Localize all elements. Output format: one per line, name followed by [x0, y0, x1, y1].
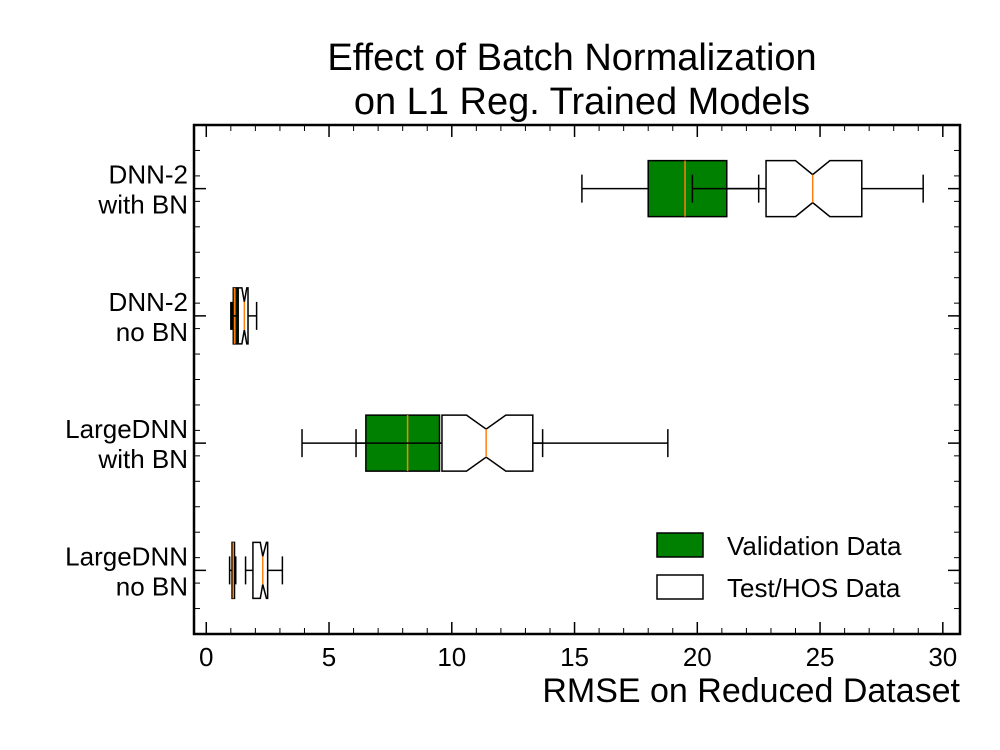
y-category-label-line: with BN: [97, 444, 188, 474]
x-tick-label: 20: [683, 642, 712, 672]
box-1-3: [244, 541, 284, 600]
plot-frame: [192, 123, 962, 636]
legend-label: Test/HOS Data: [727, 573, 901, 603]
y-category-label-line: DNN-2: [109, 160, 188, 190]
chart-title-line-2: on L1 Reg. Trained Models: [354, 81, 810, 123]
y-category-label-line: no BN: [116, 317, 188, 347]
y-category-label: DNN-2 no BN: [109, 287, 188, 347]
legend-swatch: [656, 532, 704, 558]
y-category-label-line: LargeDNN: [65, 541, 188, 571]
y-category-label-line: no BN: [116, 571, 188, 601]
x-tick-label: 30: [928, 642, 957, 672]
notched-box: [252, 541, 269, 600]
box-0-3: [228, 541, 237, 600]
x-tick-label: 10: [437, 642, 466, 672]
y-category-label-line: LargeDNN: [65, 414, 188, 444]
x-tick-label: 5: [322, 642, 336, 672]
notched-box: [237, 287, 249, 345]
box-1-2: [355, 414, 669, 472]
y-category-label: LargeDNN no BN: [65, 541, 188, 601]
chart-title: Effect of Batch Normalization on L1 Reg.…: [327, 37, 816, 123]
y-category-label-line: with BN: [97, 190, 188, 220]
box-1-0: [691, 159, 924, 218]
box-1-1: [231, 287, 258, 345]
y-category-label-line: DNN-2: [109, 287, 188, 317]
chart-title-line-1: Effect of Batch Normalization: [327, 37, 816, 79]
notched-box: [765, 159, 863, 218]
x-axis-label: RMSE on Reduced Dataset: [542, 672, 960, 710]
x-tick-label: 25: [806, 642, 835, 672]
x-tick-label: 15: [560, 642, 589, 672]
y-category-label: DNN-2 with BN: [97, 160, 188, 220]
x-tick-label: 0: [199, 642, 213, 672]
notched-box: [441, 414, 534, 472]
legend: Validation Data Test/HOS Data: [656, 531, 902, 603]
plot-area: [228, 159, 924, 600]
legend-swatch: [656, 574, 704, 600]
legend-label: Validation Data: [727, 531, 902, 561]
y-category-label: LargeDNN with BN: [65, 414, 188, 474]
